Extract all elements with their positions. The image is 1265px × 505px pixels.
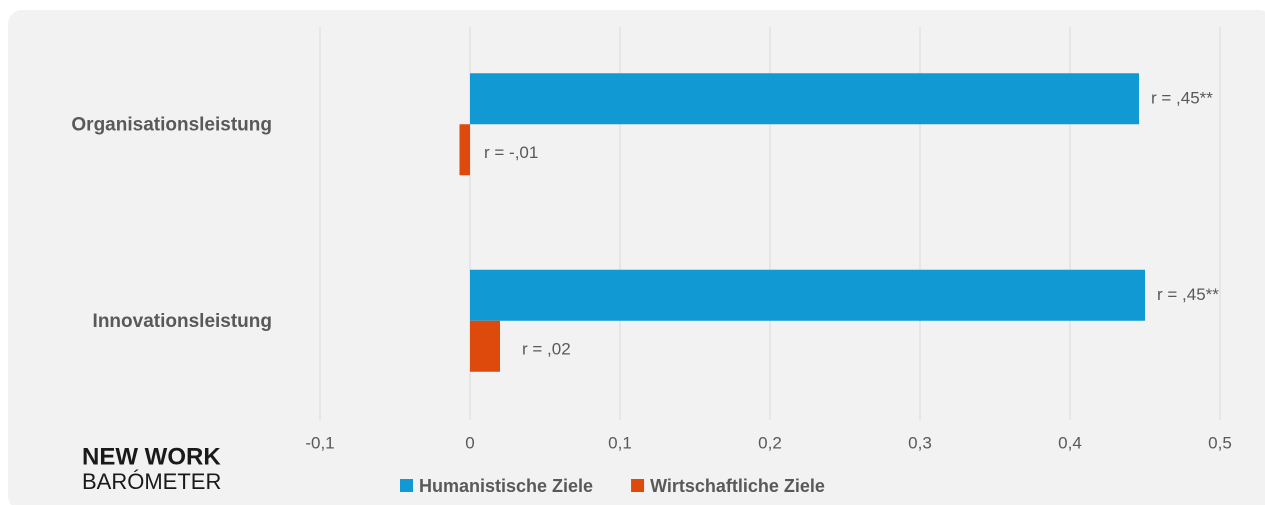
value-label: r = ,45** [1157,285,1219,304]
x-tick-label: 0,3 [908,433,932,452]
bar [459,124,470,176]
legend-label: Humanistische Ziele [419,476,593,496]
panel [8,10,1265,505]
value-label: r = ,02 [522,340,571,359]
legend-swatch [631,479,645,492]
x-tick-label: 0,4 [1058,433,1082,452]
legend-label: Wirtschaftliche Ziele [650,476,825,496]
y-tick-label: Innovationsleistung [93,311,272,332]
y-tick-label: Organisationsleistung [71,114,272,135]
x-tick-label: -0,1 [305,433,334,452]
bar [470,269,1145,321]
value-label: r = ,45** [1151,89,1213,108]
bar [470,73,1139,125]
logo-top: NEW WORK [82,443,221,470]
legend-swatch [400,479,413,492]
x-tick-label: 0,2 [758,433,782,452]
bar [470,320,500,372]
logo-bottom: BARÓMETER [82,469,221,494]
value-label: r = -,01 [484,143,538,162]
x-tick-label: 0,1 [608,433,632,452]
x-tick-label: 0 [465,433,474,452]
x-tick-label: 0,5 [1208,433,1232,452]
